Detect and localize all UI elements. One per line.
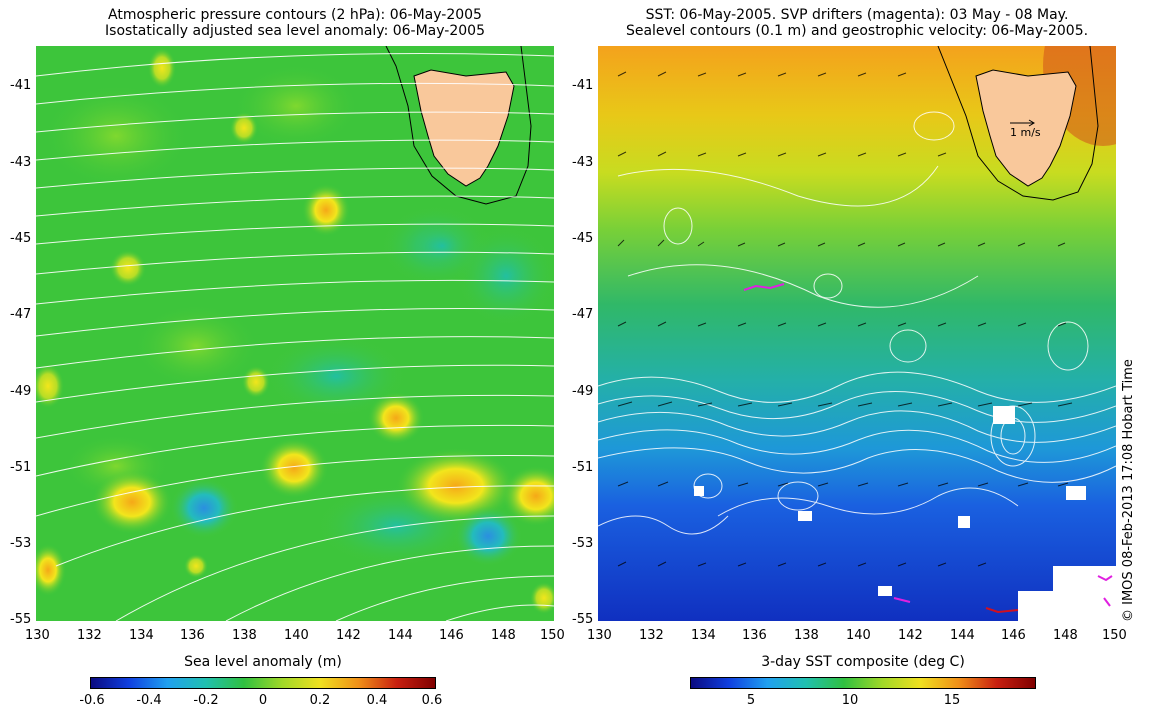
left-x-tick: 146 — [439, 628, 464, 643]
left-x-tick: 144 — [388, 628, 413, 643]
left-title-line2: Isostatically adjusted sea level anomaly… — [105, 23, 485, 39]
right-y-tick: -47 — [572, 307, 594, 322]
sst-colorbar — [690, 677, 1036, 689]
sst-colorbar-tick: 5 — [746, 693, 756, 708]
left-x-tick: 150 — [540, 628, 565, 643]
sla-colorbar-tick: 0.4 — [366, 693, 388, 708]
left-y-tick: -43 — [10, 155, 32, 170]
right-title-line2: Sealevel contours (0.1 m) and geostrophi… — [625, 23, 1089, 39]
sst-colorbar-tick: 15 — [943, 693, 961, 708]
credit-text: © IMOS 08-Feb-2013 17:08 Hobart Time — [1121, 359, 1136, 622]
left-x-tick: 148 — [491, 628, 516, 643]
left-y-tick: -55 — [10, 612, 32, 627]
right-y-tick: -41 — [572, 78, 594, 93]
sla-colorbar-tick: -0.2 — [193, 693, 219, 708]
sla-colorbar-tick: -0.6 — [79, 693, 105, 708]
left-x-tick: 134 — [129, 628, 154, 643]
sla-colorbar — [90, 677, 436, 689]
right-y-tick: -55 — [572, 612, 594, 627]
sla-colorbar-tick: 0.6 — [421, 693, 443, 708]
left-x-tick: 140 — [284, 628, 309, 643]
left-y-tick: -49 — [10, 384, 32, 399]
left-y-tick: -41 — [10, 78, 32, 93]
sla-colorbar-tick: -0.4 — [136, 693, 162, 708]
right-x-tick: 134 — [691, 628, 716, 643]
right-x-tick: 130 — [587, 628, 612, 643]
right-y-tick: -53 — [572, 536, 594, 551]
left-y-tick: -53 — [10, 536, 32, 551]
right-y-tick: -49 — [572, 384, 594, 399]
right-y-tick: -45 — [572, 231, 594, 246]
sst-colorbar-tick: 10 — [841, 693, 859, 708]
left-x-tick: 142 — [336, 628, 361, 643]
right-y-tick: -51 — [572, 460, 594, 475]
right-x-tick: 136 — [742, 628, 767, 643]
right-x-tick: 146 — [1001, 628, 1026, 643]
right-x-tick: 138 — [794, 628, 819, 643]
right-x-tick: 150 — [1102, 628, 1127, 643]
drifter-tracks — [743, 283, 1113, 607]
left-title-line1: Atmospheric pressure contours (2 hPa): 0… — [108, 7, 482, 23]
left-y-tick: -45 — [10, 231, 32, 246]
left-x-tick: 130 — [25, 628, 50, 643]
sst-colorbar-title: 3-day SST composite (deg C) — [761, 654, 965, 670]
right-x-tick: 140 — [846, 628, 871, 643]
left-x-tick: 136 — [180, 628, 205, 643]
left-y-tick: -47 — [10, 307, 32, 322]
right-title-line1: SST: 06-May-2005. SVP drifters (magenta)… — [645, 7, 1069, 23]
sst-map — [598, 46, 1116, 621]
right-x-tick: 142 — [898, 628, 923, 643]
right-x-tick: 148 — [1053, 628, 1078, 643]
left-y-tick: -51 — [10, 460, 32, 475]
sla-colorbar-tick: 0.2 — [309, 693, 331, 708]
right-y-tick: -43 — [572, 155, 594, 170]
right-x-tick: 144 — [950, 628, 975, 643]
left-x-tick: 138 — [232, 628, 257, 643]
left-x-tick: 132 — [77, 628, 102, 643]
sla-colorbar-tick: 0 — [258, 693, 268, 708]
velocity-scale-label: 1 m/s — [1010, 126, 1041, 139]
right-x-tick: 132 — [639, 628, 664, 643]
sla-colorbar-title: Sea level anomaly (m) — [184, 654, 342, 670]
sla-map — [36, 46, 554, 621]
